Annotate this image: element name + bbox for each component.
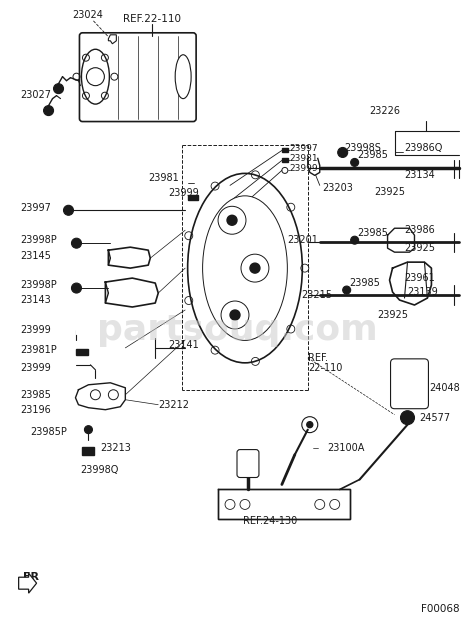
Text: 23215: 23215	[302, 290, 333, 300]
Circle shape	[401, 411, 414, 425]
Text: 23139: 23139	[408, 287, 438, 297]
Ellipse shape	[175, 55, 191, 99]
Ellipse shape	[82, 49, 109, 104]
FancyBboxPatch shape	[80, 33, 196, 122]
Text: REF.: REF.	[308, 353, 328, 363]
Text: 24048: 24048	[429, 383, 460, 393]
Text: FR: FR	[23, 572, 38, 582]
Text: 23203: 23203	[322, 184, 353, 193]
Text: 23986Q: 23986Q	[404, 143, 443, 153]
Bar	[76, 328, 86, 334]
Text: 23999: 23999	[290, 164, 319, 173]
Circle shape	[351, 158, 359, 166]
Text: 23925: 23925	[404, 243, 436, 253]
Bar	[282, 148, 288, 153]
Text: 23134: 23134	[404, 171, 435, 180]
Circle shape	[227, 215, 237, 225]
Text: 23985P: 23985P	[31, 426, 67, 437]
Circle shape	[54, 83, 64, 94]
Bar	[188, 195, 198, 200]
Text: 23985: 23985	[358, 150, 389, 161]
Circle shape	[44, 106, 54, 116]
Bar	[218, 489, 350, 519]
Polygon shape	[18, 574, 36, 593]
Circle shape	[64, 205, 73, 215]
Circle shape	[72, 283, 82, 293]
Circle shape	[343, 286, 351, 294]
Circle shape	[351, 236, 359, 244]
Text: 23027: 23027	[21, 90, 52, 99]
Text: 23925: 23925	[378, 310, 409, 320]
Text: 23141: 23141	[168, 340, 199, 350]
Text: 22-110: 22-110	[308, 363, 342, 373]
Ellipse shape	[188, 174, 302, 363]
Circle shape	[84, 426, 92, 434]
Polygon shape	[109, 35, 116, 44]
FancyBboxPatch shape	[391, 359, 428, 408]
Text: 23998P: 23998P	[21, 280, 57, 290]
Text: 23143: 23143	[21, 295, 51, 305]
Circle shape	[230, 310, 240, 320]
Text: 23985: 23985	[358, 228, 389, 238]
Text: 23201: 23201	[287, 235, 318, 245]
Text: 23145: 23145	[21, 251, 52, 261]
Text: F00068: F00068	[421, 604, 459, 614]
Text: 23986: 23986	[404, 225, 435, 235]
FancyBboxPatch shape	[237, 449, 259, 478]
Text: 23997: 23997	[290, 144, 319, 153]
Text: 23213: 23213	[100, 442, 131, 452]
Text: 23024: 23024	[73, 10, 103, 20]
Text: 23226: 23226	[370, 106, 401, 116]
Bar	[282, 158, 288, 163]
Text: 23925: 23925	[374, 187, 406, 197]
Text: 23981: 23981	[290, 154, 319, 163]
Text: 23981P: 23981P	[21, 345, 57, 355]
Text: 23100A: 23100A	[328, 442, 365, 452]
Bar	[76, 349, 89, 355]
Circle shape	[337, 148, 347, 158]
Text: 23999: 23999	[21, 363, 51, 373]
Text: 23999: 23999	[21, 325, 51, 335]
Text: partsouq.com: partsouq.com	[97, 313, 377, 347]
Text: REF.24-130: REF.24-130	[243, 517, 297, 527]
Circle shape	[72, 238, 82, 248]
Text: 23961: 23961	[404, 273, 435, 283]
Text: 23985: 23985	[21, 390, 52, 400]
Text: 23212: 23212	[158, 400, 189, 410]
Circle shape	[250, 263, 260, 273]
Text: 23997: 23997	[21, 203, 52, 213]
Ellipse shape	[202, 196, 287, 341]
Text: 23998Q: 23998Q	[81, 465, 119, 475]
Circle shape	[307, 421, 313, 428]
Bar	[82, 447, 94, 455]
Text: REF.22-110: REF.22-110	[123, 14, 181, 24]
Text: 23998P: 23998P	[21, 235, 57, 245]
Text: 23998S: 23998S	[345, 143, 382, 153]
Text: 24577: 24577	[419, 413, 451, 423]
Text: 23981: 23981	[148, 174, 179, 184]
Text: 23999: 23999	[168, 188, 199, 198]
Text: 23985: 23985	[350, 278, 381, 288]
Text: 23196: 23196	[21, 405, 51, 415]
